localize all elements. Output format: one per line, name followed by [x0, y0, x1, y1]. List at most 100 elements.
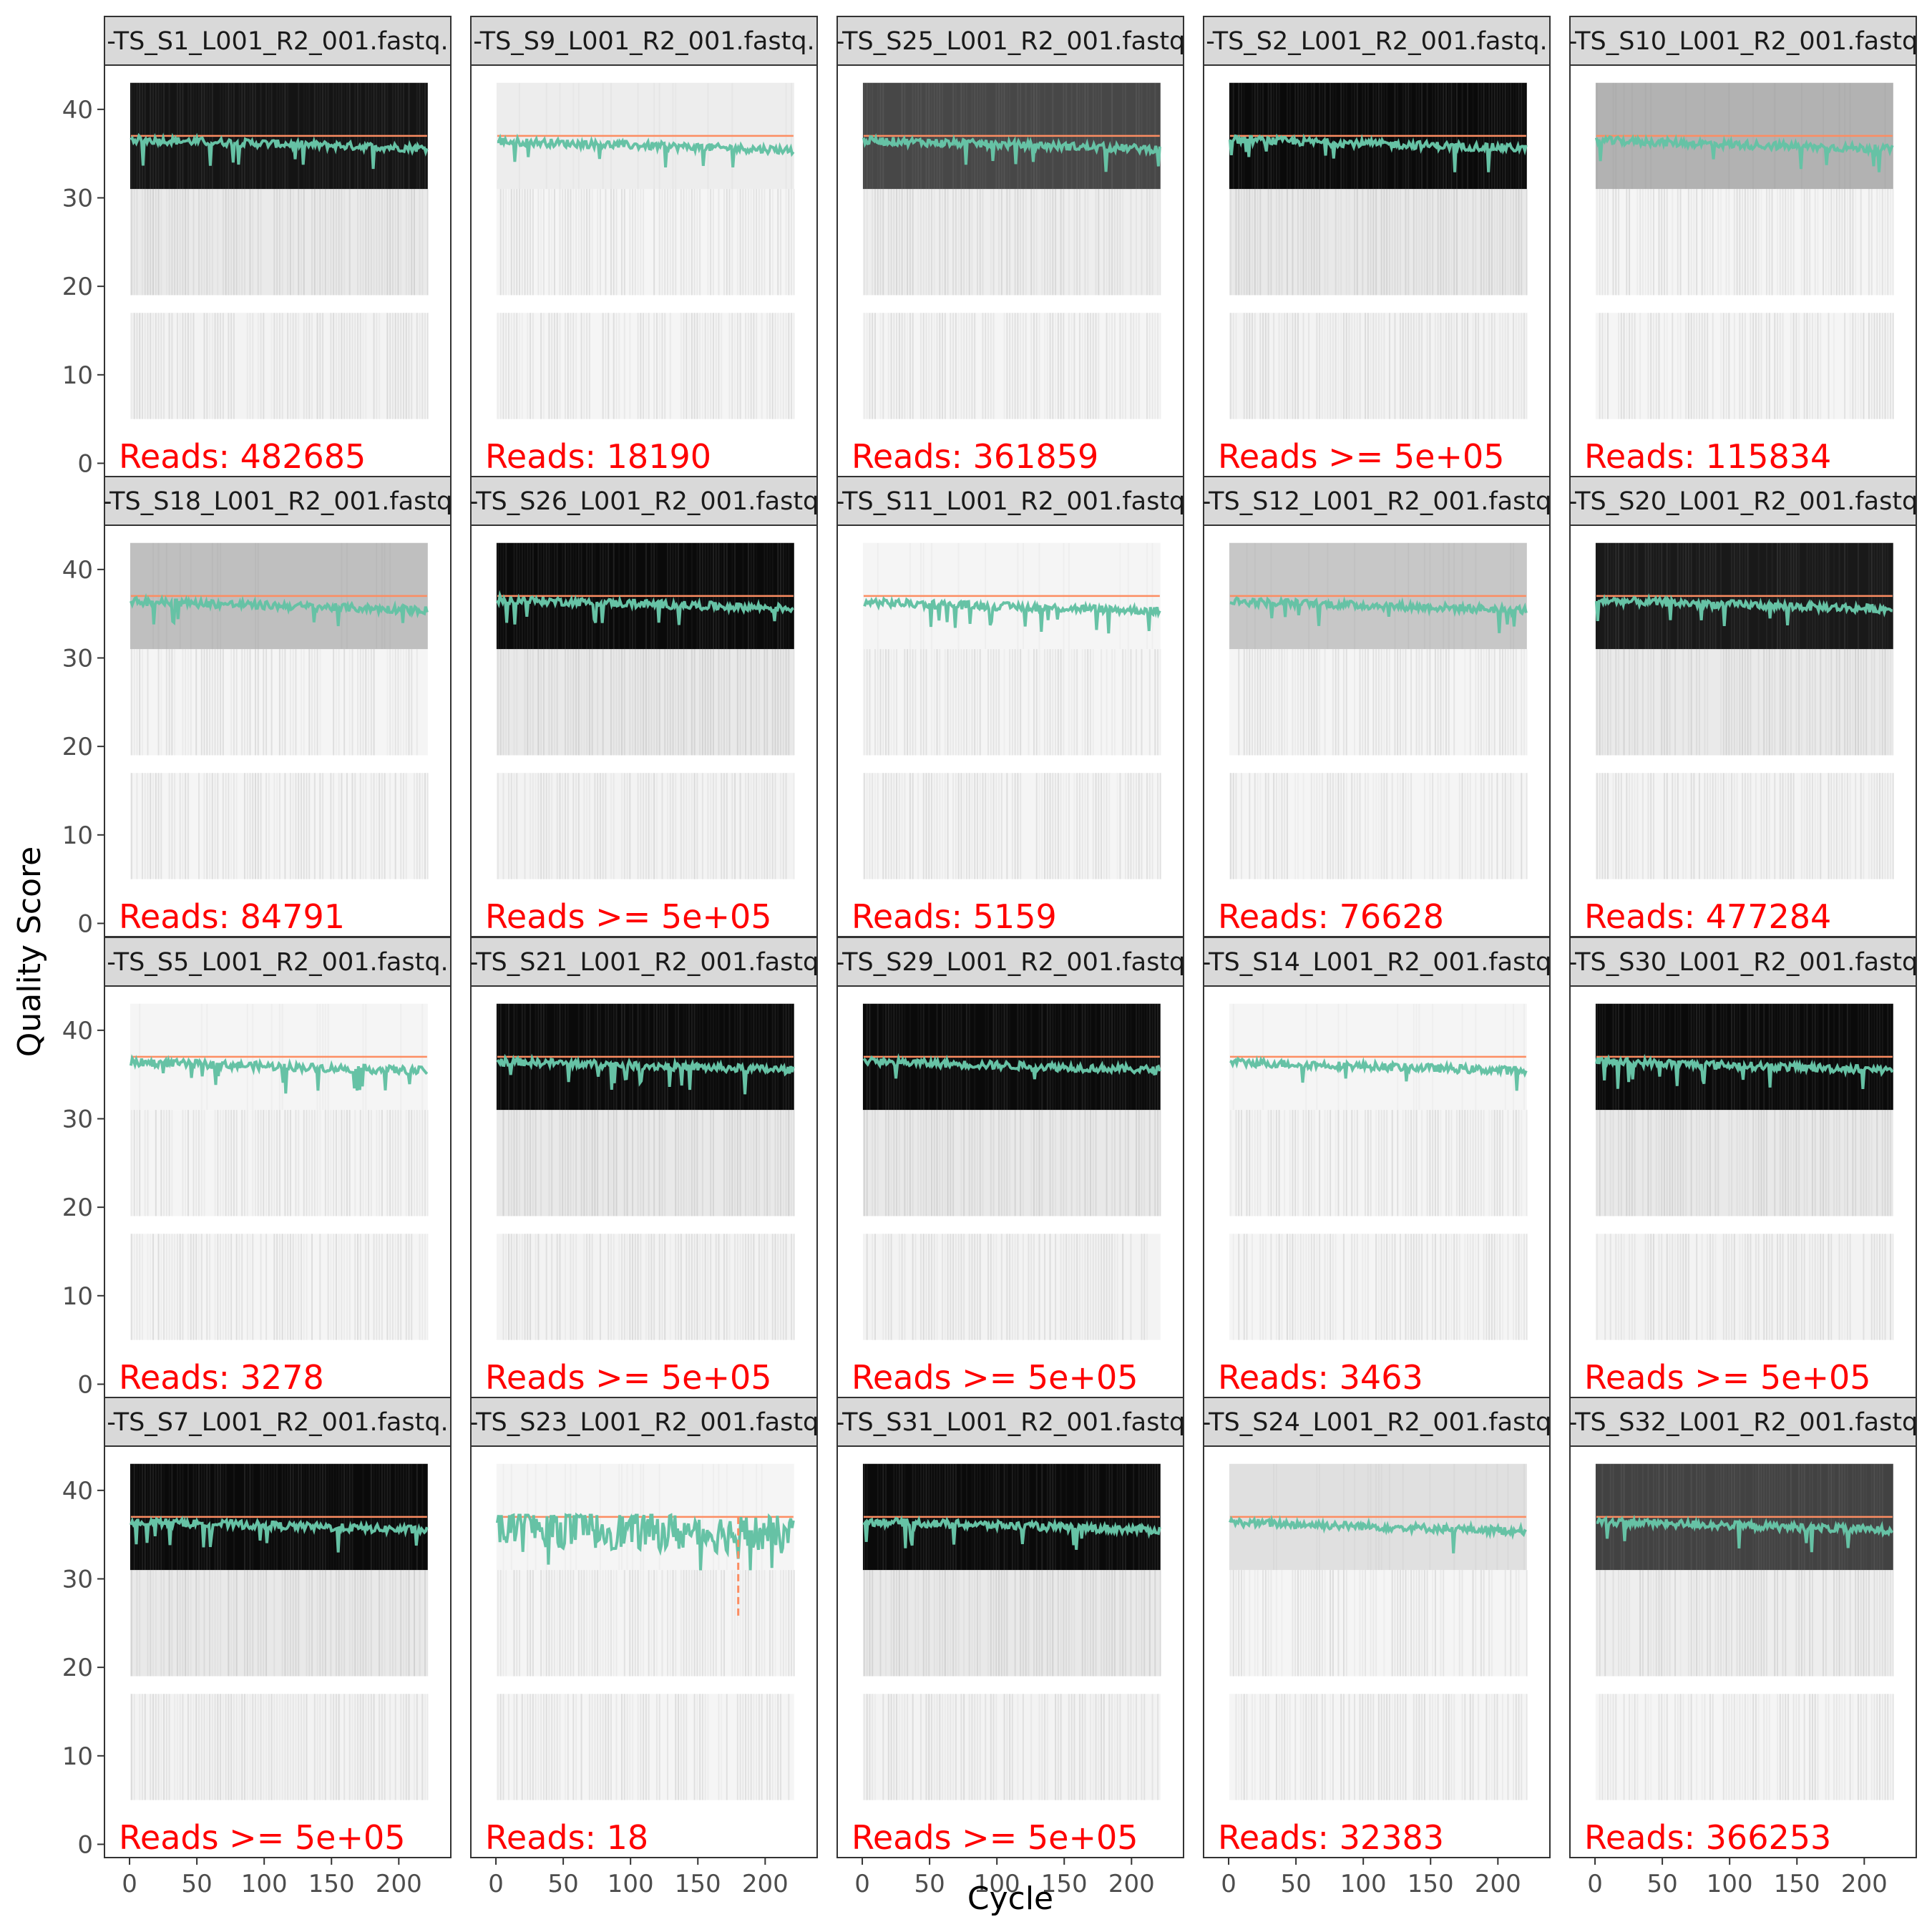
reads-count-label: Reads: 5159: [852, 897, 1057, 936]
facet-panel: -TS_S26_L001_R2_001.fastq Reads >= 5e+05: [470, 476, 818, 937]
reads-count-label: Reads: 3278: [119, 1358, 324, 1397]
facet-strip: [836, 937, 1184, 987]
facet-panel: -TS_S11_L001_R2_001.fastq Reads: 5159: [836, 476, 1184, 937]
mean-quality-line: [130, 1516, 429, 1553]
reads-count-label: Reads: 115834: [1584, 437, 1831, 476]
heatmap-band: [862, 649, 1161, 756]
heatmap-band: [1229, 1694, 1528, 1800]
facet-strip-label: -TS_S30_L001_R2_001.fastq: [1568, 948, 1918, 977]
heatmap-band: [1595, 1234, 1894, 1340]
heatmap-band: [1595, 313, 1894, 419]
facet-strip-label: -TS_S31_L001_R2_001.fastq: [836, 1408, 1186, 1437]
y-tick-label: 40: [62, 1477, 93, 1506]
x-tick-label: 0: [1221, 1870, 1236, 1898]
facet-panel: -TS_S31_L001_R2_001.fastq Reads >= 5e+05 0…: [836, 1397, 1186, 1898]
facet-strip-label: -TS_S7_L001_R2_001.fastq.: [107, 1408, 448, 1437]
facet-strip-label: -TS_S21_L001_R2_001.fastq: [469, 948, 819, 977]
mean-quality-line: [1229, 1514, 1527, 1553]
facet-strip-label: -TS_S10_L001_R2_001.fastq: [1568, 27, 1918, 56]
heatmap-band: [130, 313, 429, 419]
facet-strip: [1203, 1397, 1551, 1447]
heatmap-band: [130, 773, 429, 879]
x-tick-label: 100: [1340, 1870, 1387, 1898]
facet-strip: [470, 16, 818, 66]
heatmap-band: [1595, 649, 1893, 756]
mean-quality-line: [130, 132, 429, 170]
heatmap-band: [1229, 1570, 1528, 1677]
x-tick-label: 150: [308, 1870, 355, 1898]
x-tick-label: 50: [181, 1870, 212, 1898]
heatmap-band: [862, 1694, 1161, 1800]
reads-count-label: Reads >= 5e+05: [119, 1818, 406, 1857]
reads-count-label: Reads: 3463: [1218, 1358, 1423, 1397]
x-tick-label: 100: [241, 1870, 288, 1898]
mean-quality-line: [863, 595, 1161, 634]
facet-panel: -TS_S30_L001_R2_001.fastq Reads >= 5e+05: [1568, 937, 1918, 1398]
y-tick-label: 40: [62, 1017, 93, 1045]
facet-strip: [1569, 937, 1917, 987]
y-tick-label: 10: [62, 821, 93, 850]
heatmap-band: [1229, 1234, 1528, 1340]
facet-panel: -TS_S32_L001_R2_001.fastq Reads: 366253 0 5…: [1569, 1397, 1917, 1898]
panel-border: [1569, 64, 1917, 477]
reads-count-label: Reads: 18190: [485, 437, 711, 476]
facet-strip-label: -TS_S14_L001_R2_001.fastq: [1202, 948, 1552, 977]
facet-panel: -TS_S7_L001_R2_001.fastq. Reads >= 5e+05 0…: [62, 1397, 452, 1898]
reads-count-label: Reads >= 5e+05: [852, 1818, 1138, 1857]
x-tick-label: 0: [1587, 1870, 1603, 1898]
mean-quality-line: [1596, 1514, 1894, 1553]
x-tick-label: 50: [914, 1870, 945, 1898]
facet-strip: [470, 937, 818, 987]
panel-border: [470, 64, 818, 477]
y-tick-label: 30: [62, 1565, 93, 1594]
heatmap-band: [130, 1694, 429, 1800]
heatmap-band: [1229, 1110, 1528, 1216]
facet-strip: [1203, 937, 1551, 987]
y-tick-label: 30: [62, 184, 93, 213]
mean-quality-line: [496, 1053, 795, 1095]
heatmap-band: [1229, 649, 1527, 756]
reads-count-label: Reads: 76628: [1218, 897, 1444, 936]
facet-panel: -TS_S29_L001_R2_001.fastq Reads >= 5e+05: [836, 937, 1184, 1398]
mean-quality-line: [497, 133, 795, 168]
reads-count-label: Reads >= 5e+05: [485, 897, 772, 936]
mean-quality-line: [1229, 1055, 1528, 1091]
x-tick-label: 150: [1041, 1870, 1088, 1898]
y-tick-label: 0: [77, 449, 93, 478]
y-tick-label: 0: [77, 909, 93, 938]
facet-panel: -TS_S12_L001_R2_001.fastq Reads: 76628: [1203, 476, 1551, 937]
facet-strip: [1569, 1397, 1917, 1447]
heatmap-band: [1595, 1570, 1894, 1677]
facet-strip: [1569, 16, 1917, 66]
facet-strip: [836, 16, 1184, 66]
reads-count-label: Reads: 18: [485, 1818, 648, 1857]
reads-count-label: Reads >= 5e+05: [485, 1358, 772, 1397]
panel-border: [104, 985, 452, 1398]
heatmap-band: [1229, 313, 1528, 419]
heatmap-band: [1229, 773, 1528, 879]
x-tick-label: 0: [488, 1870, 504, 1898]
facet-strip: [104, 476, 452, 526]
mean-quality-line: [496, 590, 794, 625]
heatmap-band: [130, 189, 429, 296]
reads-count-label: Reads: 84791: [119, 897, 345, 936]
heatmap-band: [130, 1570, 428, 1677]
y-tick-label: 20: [62, 733, 93, 761]
facet-strip: [104, 1397, 452, 1447]
mean-quality-line: [1594, 592, 1893, 627]
panel-border: [1203, 525, 1551, 937]
heatmap-band: [1595, 189, 1894, 296]
mean-quality-line: [1594, 134, 1894, 172]
mean-quality-line: [1594, 1053, 1894, 1090]
x-axis-title: Cycle: [967, 1880, 1053, 1917]
panel-border: [1203, 1445, 1551, 1858]
heatmap-band: [1595, 1110, 1893, 1216]
heatmap-band: [862, 313, 1161, 419]
y-tick-label: 10: [62, 1742, 93, 1771]
facet-strip: [836, 1397, 1184, 1447]
facet-panel: -TS_S14_L001_R2_001.fastq Reads: 3463: [1202, 937, 1552, 1398]
facet-panel: -TS_S25_L001_R2_001.fastq Reads: 361859: [836, 16, 1184, 477]
facet-panel: -TS_S24_L001_R2_001.fastq Reads: 32383 0 50…: [1203, 1397, 1551, 1898]
heatmap-band: [496, 189, 795, 296]
reads-count-label: Reads: 361859: [852, 437, 1098, 476]
